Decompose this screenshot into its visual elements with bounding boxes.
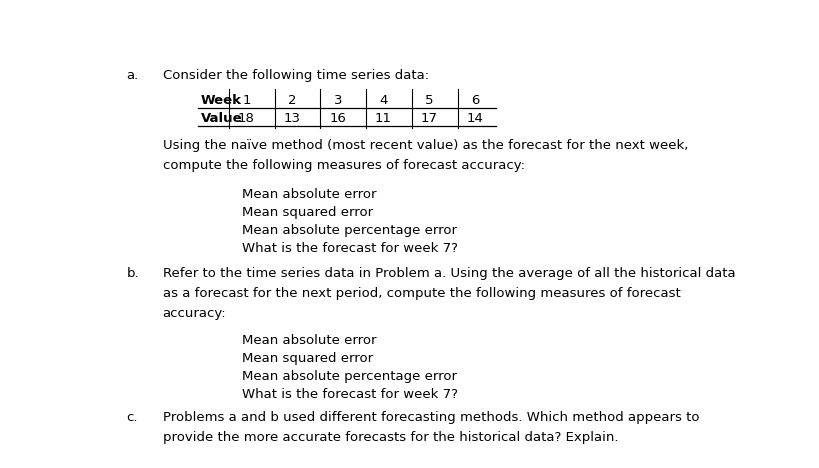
Text: Mean squared error: Mean squared error	[242, 206, 373, 219]
Text: 3: 3	[333, 94, 342, 107]
Text: What is the forecast for week 7?: What is the forecast for week 7?	[242, 388, 458, 401]
Text: Mean absolute error: Mean absolute error	[242, 334, 377, 347]
Text: as a forecast for the next period, compute the following measures of forecast: as a forecast for the next period, compu…	[163, 287, 681, 300]
Text: accuracy:: accuracy:	[163, 307, 226, 320]
Text: Consider the following time series data:: Consider the following time series data:	[163, 69, 429, 82]
Text: Mean absolute error: Mean absolute error	[242, 188, 377, 201]
Text: c.: c.	[126, 411, 138, 424]
Text: 4: 4	[379, 94, 387, 107]
Text: 6: 6	[471, 94, 479, 107]
Text: 11: 11	[375, 112, 392, 125]
Text: Mean squared error: Mean squared error	[242, 351, 373, 365]
Text: a.: a.	[126, 69, 138, 82]
Text: 17: 17	[421, 112, 438, 125]
Text: 14: 14	[467, 112, 483, 125]
Text: 5: 5	[425, 94, 433, 107]
Text: Week: Week	[201, 94, 242, 107]
Text: Mean absolute percentage error: Mean absolute percentage error	[242, 224, 457, 237]
Text: 18: 18	[238, 112, 255, 125]
Text: 16: 16	[329, 112, 346, 125]
Text: provide the more accurate forecasts for the historical data? Explain.: provide the more accurate forecasts for …	[163, 431, 618, 444]
Text: 2: 2	[288, 94, 296, 107]
Text: b.: b.	[126, 267, 139, 280]
Text: Value: Value	[201, 112, 242, 125]
Text: 13: 13	[283, 112, 301, 125]
Text: Mean absolute percentage error: Mean absolute percentage error	[242, 370, 457, 383]
Text: Refer to the time series data in Problem a. Using the average of all the histori: Refer to the time series data in Problem…	[163, 267, 735, 280]
Text: 1: 1	[242, 94, 251, 107]
Text: Using the naïve method (most recent value) as the forecast for the next week,: Using the naïve method (most recent valu…	[163, 139, 688, 152]
Text: Problems a and b used different forecasting methods. Which method appears to: Problems a and b used different forecast…	[163, 411, 699, 424]
Text: What is the forecast for week 7?: What is the forecast for week 7?	[242, 242, 458, 255]
Text: compute the following measures of forecast accuracy:: compute the following measures of foreca…	[163, 159, 525, 172]
